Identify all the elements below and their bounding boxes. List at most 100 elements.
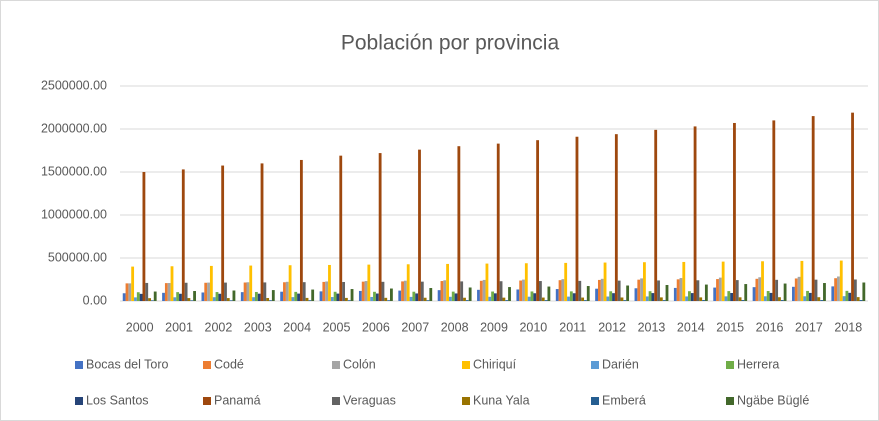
bar (426, 300, 430, 301)
bar (440, 281, 444, 301)
bar (285, 281, 289, 301)
bar (704, 284, 708, 301)
bar (564, 262, 568, 301)
x-tick-label: 2014 (677, 320, 705, 334)
bar (527, 296, 531, 301)
bar (862, 282, 866, 301)
y-tick-label: 2500000.00 (41, 78, 107, 92)
bar (853, 279, 857, 301)
bar (167, 283, 171, 301)
bar (561, 279, 565, 301)
bar (451, 291, 455, 301)
bar (682, 261, 686, 301)
bar (164, 283, 168, 301)
bar (603, 262, 607, 301)
bar (252, 297, 255, 301)
bar (403, 280, 407, 301)
bar (699, 297, 703, 301)
bar (797, 276, 801, 301)
bar (477, 289, 480, 301)
bar (280, 291, 284, 301)
bar (679, 278, 683, 301)
bar (851, 112, 854, 301)
bar (688, 291, 691, 301)
legend-label: Ngäbe Büglé (737, 393, 809, 407)
bar (291, 297, 295, 301)
bar (505, 300, 509, 301)
bar (294, 291, 298, 301)
bar (344, 297, 348, 301)
x-tick-label: 2012 (598, 320, 626, 334)
legend-swatch (332, 397, 340, 405)
bar (125, 283, 129, 301)
bar (516, 289, 520, 301)
bar (831, 286, 835, 301)
bar (755, 278, 759, 301)
bar (406, 264, 410, 301)
bar (856, 297, 860, 301)
bar (479, 280, 483, 301)
bar (446, 263, 449, 301)
bar (215, 292, 219, 301)
bar (271, 290, 275, 301)
bar (176, 292, 180, 301)
bar (162, 292, 165, 301)
bar (581, 297, 585, 301)
bar (744, 284, 748, 301)
x-tick-label: 2016 (756, 320, 784, 334)
bar (139, 293, 143, 301)
x-tick-label: 2009 (480, 320, 508, 334)
bar (173, 297, 177, 301)
bar (769, 292, 773, 301)
bar (350, 289, 354, 301)
bar (727, 291, 731, 301)
bar (387, 300, 391, 301)
bar (595, 288, 598, 301)
bar (384, 297, 388, 301)
legend-label: Herrera (737, 357, 779, 371)
bar (322, 281, 326, 301)
legend-label: Colón (343, 357, 376, 371)
bar (207, 282, 210, 301)
bar (626, 285, 630, 301)
legend-label: Codé (214, 357, 244, 371)
bar (209, 265, 213, 301)
bar (193, 291, 196, 301)
bar (685, 296, 689, 301)
bar (257, 293, 261, 301)
bar (325, 281, 329, 301)
x-tick-label: 2017 (795, 320, 823, 334)
bar (243, 282, 247, 301)
bar (429, 288, 433, 301)
bar (415, 293, 419, 301)
legend-label: Darién (602, 357, 639, 371)
bar (378, 153, 382, 301)
x-tick-label: 2000 (126, 320, 154, 334)
bar (766, 291, 770, 301)
bar (454, 293, 458, 301)
bar (640, 278, 644, 301)
bar (522, 279, 525, 301)
bar (398, 290, 402, 301)
bar (817, 297, 821, 301)
bar (308, 300, 312, 301)
bar (328, 264, 331, 301)
x-tick-label: 2005 (323, 320, 351, 334)
bar (145, 282, 149, 301)
bar (623, 300, 627, 301)
bar (806, 290, 809, 301)
bar (651, 293, 655, 301)
bar (609, 291, 613, 301)
bar (842, 296, 846, 301)
bar (170, 266, 174, 301)
bar (718, 277, 722, 301)
bar (567, 296, 570, 301)
legend-swatch (203, 361, 211, 369)
x-tick-label: 2001 (165, 320, 193, 334)
legend-swatch (462, 397, 470, 405)
bar (224, 282, 227, 301)
bar (336, 293, 340, 301)
bar (375, 293, 379, 301)
